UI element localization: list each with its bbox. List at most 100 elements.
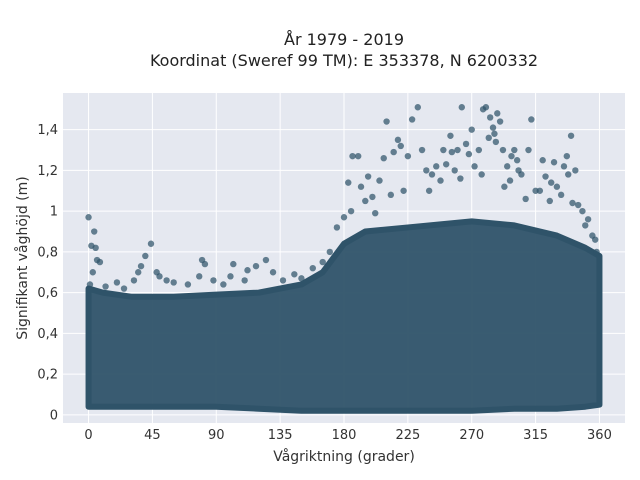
- data-point: [593, 248, 600, 256]
- data-point: [553, 183, 561, 190]
- data-point: [550, 159, 558, 166]
- data-point: [418, 146, 426, 154]
- data-point: [362, 197, 369, 205]
- data-point: [539, 157, 546, 164]
- data-point: [471, 163, 478, 170]
- data-point: [525, 146, 532, 154]
- x-tick-label: 360: [587, 428, 612, 443]
- data-point: [448, 148, 456, 156]
- data-point: [262, 256, 270, 264]
- x-tick-label: 315: [523, 428, 548, 443]
- data-point: [501, 183, 508, 190]
- data-point: [428, 171, 436, 178]
- data-point: [511, 146, 518, 154]
- data-point: [494, 110, 501, 117]
- data-point: [201, 260, 209, 268]
- data-point: [485, 134, 492, 142]
- data-point: [584, 216, 592, 223]
- data-point: [269, 269, 277, 276]
- data-point: [397, 142, 404, 150]
- y-tick-label: 0,8: [37, 245, 58, 260]
- data-point: [451, 167, 458, 174]
- data-point: [414, 104, 421, 111]
- data-point: [557, 191, 565, 199]
- data-point: [408, 116, 416, 123]
- data-points: [85, 104, 600, 292]
- data-point: [440, 146, 447, 154]
- point-cloud: [85, 218, 603, 414]
- data-point: [298, 275, 305, 282]
- data-point: [130, 277, 138, 284]
- data-point: [220, 281, 227, 288]
- data-point: [147, 240, 155, 247]
- data-point: [400, 187, 407, 194]
- data-point: [508, 152, 515, 160]
- x-axis-title: Vågriktning (grader): [273, 448, 415, 465]
- chart-title-line1: År 1979 - 2019: [284, 30, 404, 49]
- data-point: [227, 273, 234, 280]
- data-point: [499, 146, 507, 154]
- data-point: [142, 252, 149, 260]
- data-point: [572, 167, 579, 174]
- y-tick-label: 1,4: [37, 123, 58, 138]
- data-point: [135, 269, 142, 276]
- data-point: [163, 277, 170, 284]
- data-point: [92, 244, 99, 252]
- data-point: [137, 262, 145, 270]
- data-point: [404, 152, 412, 160]
- data-point: [496, 118, 504, 125]
- y-tick-label: 1: [50, 205, 58, 220]
- x-tick-label: 0: [84, 428, 92, 443]
- data-point: [457, 175, 464, 182]
- data-point: [563, 152, 571, 160]
- y-tick-label: 0,6: [37, 286, 58, 301]
- data-point: [252, 262, 260, 270]
- data-point: [489, 124, 497, 131]
- data-point: [425, 187, 433, 194]
- data-point: [376, 177, 383, 184]
- data-point: [120, 285, 128, 292]
- data-point: [383, 118, 390, 125]
- y-tick-label: 0,4: [37, 327, 58, 342]
- chart-title-line2: Koordinat (Sweref 99 TM): E 353378, N 62…: [150, 51, 538, 70]
- data-point: [548, 179, 555, 186]
- data-point: [241, 277, 248, 284]
- data-point: [518, 171, 525, 178]
- data-point: [522, 195, 529, 203]
- x-tick-label: 225: [395, 428, 420, 443]
- data-point: [279, 277, 287, 284]
- data-point: [354, 152, 362, 160]
- data-point: [244, 267, 251, 274]
- x-tick-label: 180: [332, 428, 357, 443]
- data-point: [492, 138, 500, 146]
- y-axis: 0 0,2 0,4 0,6 0,8 1 1,2 1,4: [37, 123, 58, 423]
- x-tick-label: 45: [144, 428, 161, 443]
- data-point: [567, 132, 575, 139]
- data-point: [349, 152, 356, 160]
- data-point: [387, 191, 395, 199]
- data-point: [546, 197, 553, 205]
- data-point: [210, 277, 217, 284]
- data-point: [482, 104, 490, 111]
- data-point: [326, 248, 334, 256]
- data-point: [340, 214, 348, 221]
- data-point: [433, 163, 440, 170]
- data-point: [475, 146, 483, 154]
- data-point: [291, 271, 298, 278]
- y-tick-label: 1,2: [37, 164, 58, 179]
- data-point: [560, 163, 568, 170]
- data-point: [462, 140, 470, 148]
- data-point: [528, 116, 535, 123]
- data-point: [357, 183, 365, 190]
- data-point: [170, 279, 177, 286]
- y-tick-label: 0: [50, 408, 58, 423]
- data-point: [447, 132, 454, 139]
- data-point: [437, 177, 444, 184]
- data-point: [347, 207, 355, 215]
- data-point: [569, 199, 576, 207]
- data-point: [91, 228, 98, 235]
- data-point: [113, 279, 121, 286]
- data-point: [230, 260, 237, 268]
- x-axis: 0 45 90 135 180 225 270 315 360: [84, 428, 611, 443]
- data-point: [579, 207, 586, 215]
